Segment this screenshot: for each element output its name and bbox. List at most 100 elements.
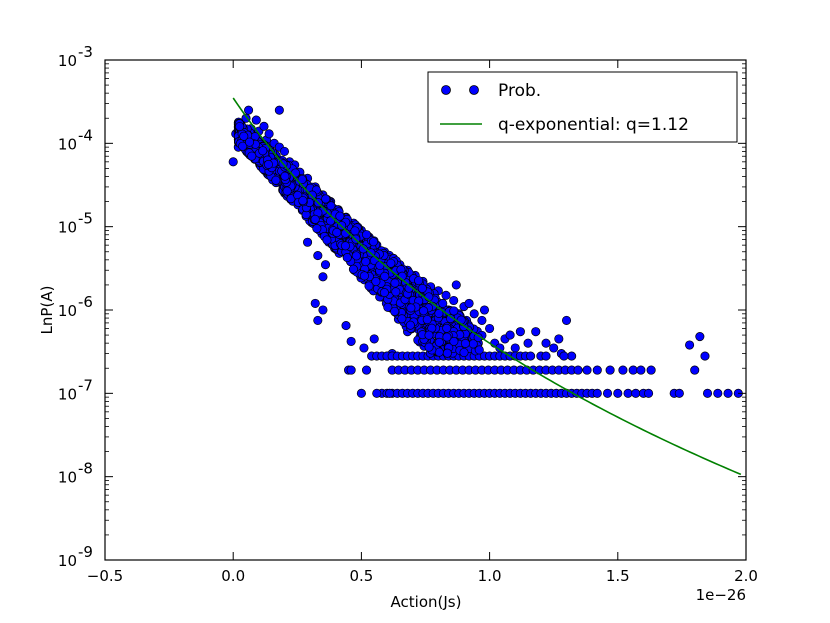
y-tick-exponent: -8 [78,460,93,478]
scatter-point [526,351,536,361]
scatter-point [515,327,525,337]
scatter-point [380,271,390,281]
scatter-point [690,365,700,375]
scatter-point [613,388,623,398]
scatter-point [464,298,474,308]
scatter-point [386,258,396,268]
scatter-point [332,227,342,238]
scatter-point [362,230,372,240]
x-tick-label: 0.5 [349,567,373,585]
scatter-point [313,315,323,325]
scatter-point [573,365,583,375]
x-tick-label: 1.5 [606,567,630,585]
scatter-point [434,347,444,357]
scatter-point [298,196,308,206]
scatter-point [442,332,452,342]
legend-marker-prob [441,85,451,95]
scatter-point [259,121,269,131]
legend-label-prob: Prob. [498,81,541,101]
y-tick-label: 10 [58,135,77,153]
scatter-point [238,141,248,151]
scatter-point [326,201,336,211]
axis-labels: Action(Js) 1e−26 LnP(A) [38,286,746,611]
y-tick-label: 10 [58,469,77,487]
scatter-point [505,330,515,340]
scatter-point [318,305,328,315]
scatter-point [646,365,656,375]
scatter-point [371,276,381,287]
scatter-point [251,115,261,125]
scatter-point [442,323,452,333]
scatter-point [618,365,628,375]
legend: Prob. q-exponential: q=1.12 [427,71,738,143]
scatter-point [460,338,470,348]
y-tick-label: 10 [58,385,77,403]
scatter-point [424,330,434,340]
scatter-point [274,105,284,115]
y-tick-exponent: -7 [78,376,93,394]
scatter-point [383,302,393,312]
q-exponential-curve [232,97,742,476]
scatter-point [313,251,323,261]
scatter-point [310,298,320,308]
scatter-point [322,235,332,245]
scatter-point [561,315,572,325]
scatter-point [477,315,487,325]
scatter-point [424,342,434,352]
scatter-point [359,343,369,353]
scatter-point [631,388,641,398]
scatter-point [368,237,379,247]
scatter-point [359,271,369,281]
scatter-point [592,365,602,375]
y-tick-exponent: -3 [78,43,93,61]
scatter-point [239,131,249,141]
scatter-point [417,283,427,293]
scatter-point [405,320,415,330]
scatter-point [459,347,469,358]
scatter-point [474,345,484,355]
scatter-point [350,226,360,236]
scatter-point [449,306,459,316]
scatter-point [449,336,459,346]
scatter-point [235,121,245,132]
scatter-point [361,365,372,375]
scatter-point [379,288,389,298]
scatter-point [390,278,400,288]
scatter-point [541,351,551,361]
fit-curve-layer [232,97,742,476]
scatter-point [310,214,320,224]
scatter-point [361,257,371,267]
scatter-point [541,338,551,348]
scatter-point [335,211,345,221]
scatter-point [263,159,273,169]
scatter-point [346,336,356,346]
scatter-point [348,264,358,274]
y-axis-label: LnP(A) [38,286,56,335]
scatter-point [346,365,356,375]
scatter-point [567,351,577,361]
legend-box [427,71,738,143]
scatter-point [469,309,479,319]
scatter-point [375,260,385,270]
scatter-point [271,175,281,185]
scatter-point [554,334,564,344]
y-tick-label: 10 [58,302,77,320]
scatter-point [442,348,452,358]
scatter-point [434,308,444,318]
y-tick-exponent: -6 [78,293,93,311]
scatter-point [582,365,592,375]
scatter-point [468,339,478,349]
scatter-point [449,295,459,306]
scatter-point [244,105,254,115]
scatter-point [644,388,654,398]
scatter-point [479,305,490,315]
scatter-point [559,351,569,361]
scatter-point [605,365,615,375]
scatter-point [713,388,723,398]
scatter-point [312,223,322,234]
scatter-point [303,237,313,247]
scatter-point [391,287,401,297]
scatter-point [282,186,292,196]
legend-label-qexp: q-exponential: q=1.12 [498,115,689,135]
